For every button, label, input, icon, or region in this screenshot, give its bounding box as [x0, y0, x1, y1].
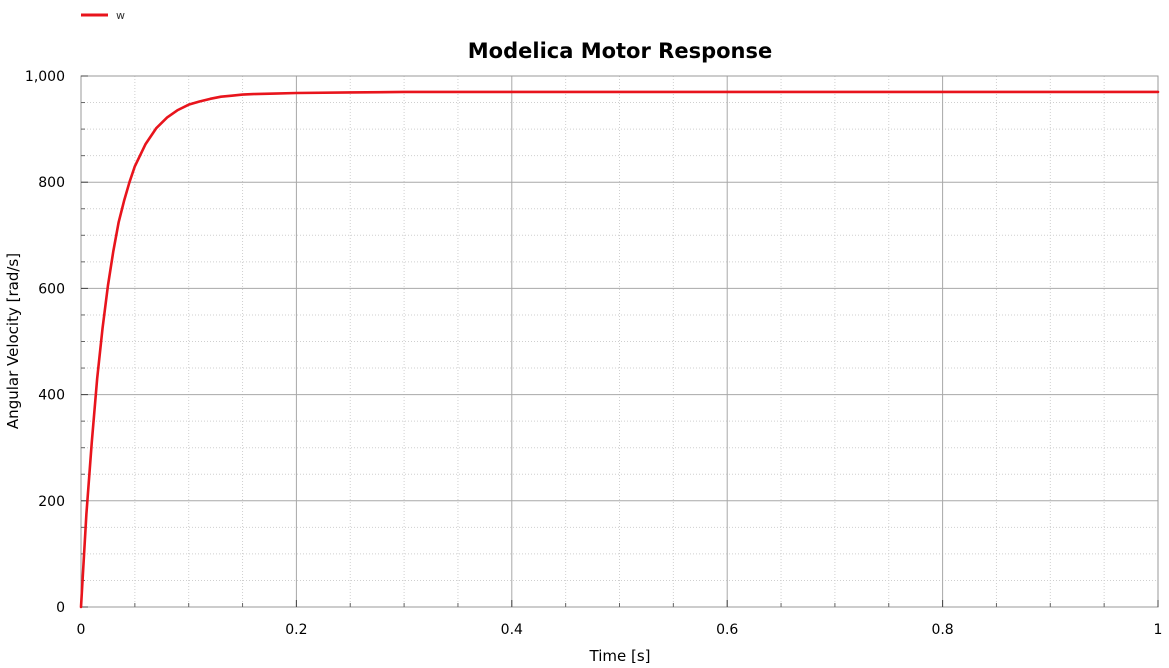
series-line-w [79, 90, 1160, 609]
x-axis-label: Time [s] [589, 647, 651, 665]
legend-label-w: w [116, 9, 125, 22]
legend: w [81, 9, 125, 22]
y-tick-label: 800 [38, 175, 65, 191]
x-tick-label: 0.8 [931, 622, 953, 638]
y-tick-label: 1,000 [25, 69, 65, 85]
y-tick-label: 600 [38, 281, 65, 297]
y-tick-label: 0 [56, 600, 65, 616]
x-axis-tick-labels: 0 0.2 0.4 0.6 0.8 1 [77, 622, 1163, 638]
x-tick-label: 0 [77, 622, 86, 638]
x-tick-label: 1 [1154, 622, 1163, 638]
x-tick-label: 0.4 [501, 622, 523, 638]
x-tick-label: 0.6 [716, 622, 738, 638]
minor-grid [81, 76, 1158, 607]
y-tick-label: 400 [38, 388, 65, 404]
y-tick-label: 200 [38, 494, 65, 510]
chart-title: Modelica Motor Response [468, 39, 772, 63]
x-tick-label: 0.2 [285, 622, 307, 638]
y-axis-tick-labels: 0 200 400 600 800 1,000 [25, 69, 65, 616]
y-axis-label: Angular Velocity [rad/s] [4, 253, 22, 429]
